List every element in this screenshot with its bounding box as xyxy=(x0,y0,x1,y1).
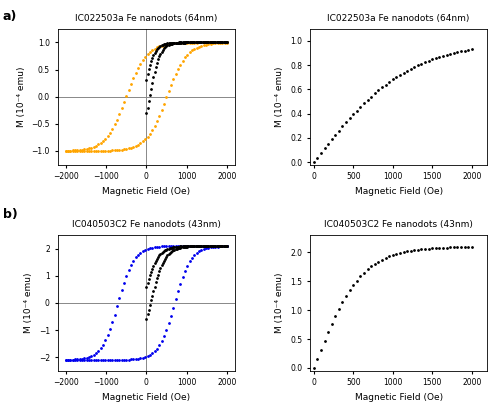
Y-axis label: M (10⁻⁴ emu): M (10⁻⁴ emu) xyxy=(276,66,284,127)
Text: b): b) xyxy=(2,208,17,221)
Y-axis label: M (10⁻⁴ emu): M (10⁻⁴ emu) xyxy=(17,66,26,127)
Y-axis label: M (10⁻⁴ emu): M (10⁻⁴ emu) xyxy=(24,273,33,333)
X-axis label: Magnetic Field (Oe): Magnetic Field (Oe) xyxy=(102,187,190,196)
Text: a): a) xyxy=(2,10,17,23)
Y-axis label: M (10⁻⁴ emu): M (10⁻⁴ emu) xyxy=(276,273,284,333)
Title: IC022503a Fe nanodots (64nm): IC022503a Fe nanodots (64nm) xyxy=(328,14,470,23)
X-axis label: Magnetic Field (Oe): Magnetic Field (Oe) xyxy=(354,393,442,402)
X-axis label: Magnetic Field (Oe): Magnetic Field (Oe) xyxy=(102,393,190,402)
Title: IC040503C2 Fe nanodots (43nm): IC040503C2 Fe nanodots (43nm) xyxy=(324,220,473,229)
Title: IC040503C2 Fe nanodots (43nm): IC040503C2 Fe nanodots (43nm) xyxy=(72,220,221,229)
Title: IC022503a Fe nanodots (64nm): IC022503a Fe nanodots (64nm) xyxy=(75,14,218,23)
X-axis label: Magnetic Field (Oe): Magnetic Field (Oe) xyxy=(354,187,442,196)
